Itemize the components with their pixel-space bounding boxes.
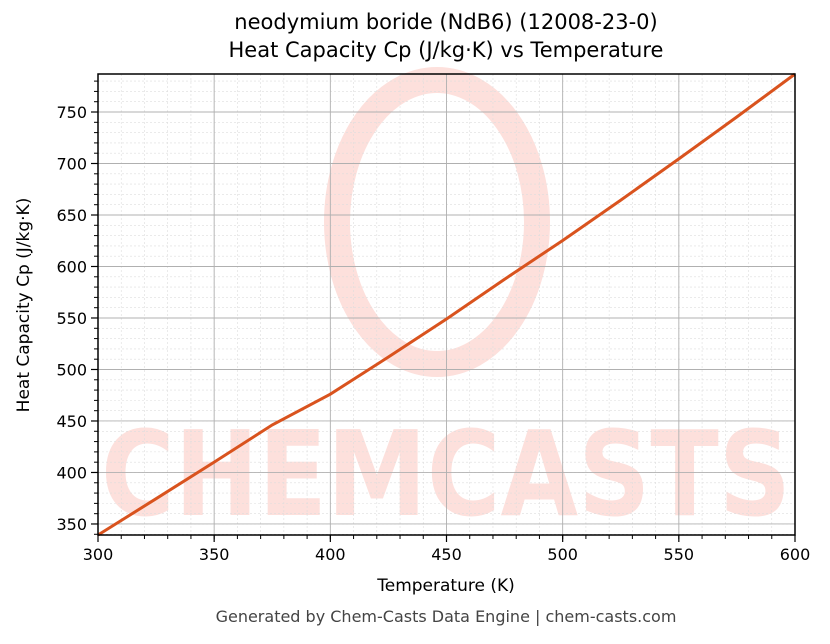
svg-text:CHEMCASTS: CHEMCASTS (101, 405, 791, 543)
x-tick-label: 450 (431, 545, 462, 564)
x-tick-label: 500 (547, 545, 578, 564)
x-axis-ticks: 300 350 400 450 500 550 600 (83, 535, 811, 564)
y-tick-label: 650 (56, 206, 87, 225)
chemcasts-watermark: CHEMCASTS (101, 67, 791, 543)
major-grid (97, 74, 796, 535)
y-tick-label: 750 (56, 103, 87, 122)
y-tick-label: 550 (56, 309, 87, 328)
x-axis-label: Temperature (K) (377, 576, 515, 596)
x-tick-label: 400 (315, 545, 346, 564)
y-tick-label: 400 (56, 463, 87, 482)
heat-capacity-line (97, 72, 796, 537)
y-tick-label: 350 (56, 515, 87, 534)
y-axis-label: Heat Capacity Cp (J/kg·K) (14, 197, 34, 413)
x-tick-label: 550 (664, 545, 695, 564)
chart-title-line-1: neodymium boride (NdB6) (12008-23-0) (234, 10, 658, 34)
footer-credit: Generated by Chem-Casts Data Engine | ch… (215, 607, 677, 626)
x-tick-label: 600 (780, 545, 811, 564)
y-tick-label: 500 (56, 360, 87, 379)
x-tick-label: 300 (83, 545, 114, 564)
y-axis-ticks: 350 400 450 500 550 600 650 700 750 (56, 80, 98, 535)
chart-title-line-2: Heat Capacity Cp (J/kg·K) vs Temperature (228, 38, 664, 62)
x-tick-label: 350 (199, 545, 230, 564)
y-tick-label: 450 (56, 412, 87, 431)
y-tick-label: 600 (56, 257, 87, 276)
y-tick-label: 700 (56, 155, 87, 174)
